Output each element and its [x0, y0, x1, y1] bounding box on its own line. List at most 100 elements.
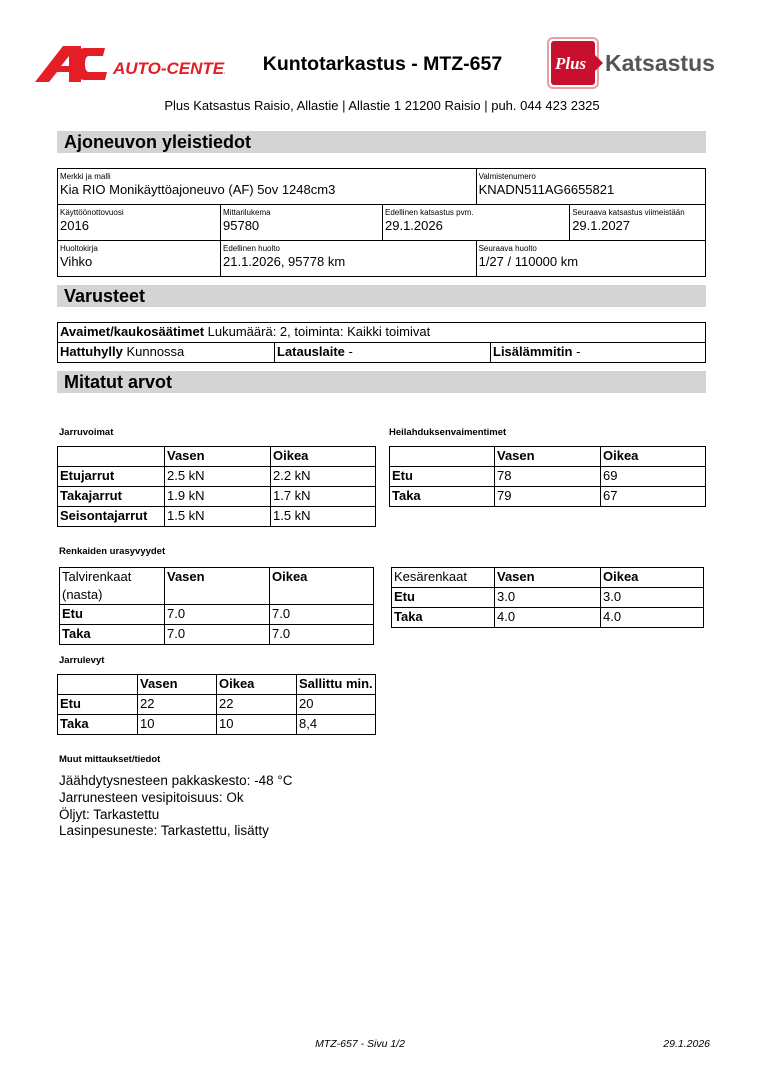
auto-center-logo: AUTO-CENTER [35, 44, 237, 84]
column-header: Vasen [494, 446, 601, 467]
table-row: Etu 7.0 7.0 [59, 604, 374, 625]
other-title: Muut mittaukset/tiedot [59, 754, 161, 765]
heater-label: Lisälämmitin [493, 344, 573, 359]
note-line: Jarrunesteen vesipitoisuus: Ok [59, 789, 244, 805]
cell-value: 1.7 kN [270, 486, 376, 507]
cell-value: 4.0 [600, 607, 704, 628]
row-label: Etu [389, 466, 495, 487]
row-label: Etu [59, 604, 165, 625]
next-inspection-value: 29.1.2027 [572, 218, 631, 233]
row-label: Etu [391, 587, 495, 608]
general-info-table: Merkki ja malli Kia RIO Monikäyttöajoneuv… [57, 168, 707, 277]
cell-value: 2.2 kN [270, 466, 376, 487]
plus-katsastus-logo: Plus Katsastus [547, 37, 729, 89]
table-row: Takajarrut 1.9 kN 1.7 kN [57, 486, 376, 507]
column-header: Sallittu min. [296, 674, 376, 695]
cell-value: 7.0 [164, 624, 270, 645]
shelf-value: Kunnossa [126, 344, 185, 359]
summer-tires-table: Kesärenkaat Vasen Oikea Etu 3.0 3.0 Taka 4.0 4.0 [391, 567, 704, 628]
page-number: MTZ-657 - Sivu 1/2 [315, 1038, 405, 1050]
table-row: Taka 79 67 [389, 486, 706, 507]
next-inspection-label: Seuraava katsastus viimeistään [572, 208, 685, 217]
svg-text:AUTO-CENTER: AUTO-CENTER [112, 59, 225, 78]
column-header: Oikea [600, 446, 706, 467]
cell-value: 7.0 [164, 604, 270, 625]
note-line: Lasinpesuneste: Tarkastettu, lisätty [59, 823, 269, 839]
column-header: Vasen [164, 446, 271, 467]
table-header-row: Vasen Oikea [57, 446, 376, 467]
column-header: Vasen [494, 567, 601, 588]
cell-value: 8,4 [296, 714, 376, 735]
service-book-label: Huoltokirja [60, 244, 98, 253]
cell-value: 69 [600, 466, 706, 487]
column-header: Talvirenkaat (nasta) [59, 567, 165, 605]
column-header: Kesärenkaat [391, 567, 495, 588]
shocks-table: Vasen Oikea Etu 78 69 Taka 79 67 [389, 446, 706, 507]
brake-discs-table: Vasen Oikea Sallittu min. Etu 22 22 20 Taka 10 10… [57, 674, 376, 735]
service-book-value: Vihko [60, 254, 93, 269]
year-label: Käyttöönottovuosi [60, 208, 124, 217]
table-header-row: Vasen Oikea [389, 446, 706, 467]
cell-value: 20 [296, 694, 376, 715]
brakes-title: Jarruvoimat [59, 427, 114, 438]
cell-value: 79 [494, 486, 601, 507]
charger-value: - [348, 344, 353, 359]
svg-text:Katsastus: Katsastus [605, 50, 715, 76]
table-row: Etu 3.0 3.0 [391, 587, 704, 608]
cell-value: 2.5 kN [164, 466, 271, 487]
column-header: Vasen [164, 567, 270, 605]
table-row: Taka 10 10 8,4 [57, 714, 376, 735]
row-label: Taka [59, 624, 165, 645]
row-label: Taka [389, 486, 495, 507]
table-header-row: Talvirenkaat (nasta) Vasen Oikea [59, 567, 374, 605]
address: Plus Katsastus Raisio, Allastie | Allast… [164, 98, 600, 113]
note-line: Öljyt: Tarkastettu [59, 806, 160, 822]
section-general: Ajoneuvon yleistiedot [57, 131, 706, 153]
cell-value: 7.0 [269, 604, 374, 625]
section-equipment: Varusteet [57, 285, 706, 307]
odometer-value: 95780 [223, 218, 260, 233]
year-value: 2016 [60, 218, 89, 233]
vin-value: KNADN511AG6655821 [478, 182, 615, 197]
table-header-row: Kesärenkaat Vasen Oikea [391, 567, 704, 588]
column-header: Vasen [137, 674, 217, 695]
next-service-label: Seuraava huolto [478, 244, 537, 253]
column-header: Oikea [270, 446, 376, 467]
cell-value: 1.9 kN [164, 486, 271, 507]
cell-value: 7.0 [269, 624, 374, 645]
row-label: Etu [57, 694, 138, 715]
row-label: Seisontajarrut [57, 506, 165, 527]
column-header [57, 446, 165, 467]
cell-value: 10 [216, 714, 297, 735]
column-header: Oikea [269, 567, 374, 605]
section-measured: Mitatut arvot [57, 371, 706, 393]
row-label: Etujarrut [57, 466, 165, 487]
svg-text:Plus: Plus [554, 54, 587, 73]
table-row: Etujarrut 2.5 kN 2.2 kN [57, 466, 376, 487]
table-header-row: Vasen Oikea Sallittu min. [57, 674, 376, 695]
column-header: Oikea [600, 567, 704, 588]
winter-tires-table: Talvirenkaat (nasta) Vasen Oikea Etu 7.0 7.0 T… [59, 567, 374, 645]
brakes-table: Vasen Oikea Etujarrut 2.5 kN 2.2 kN Takajarru… [57, 446, 376, 527]
table-row: Etu 78 69 [389, 466, 706, 487]
table-row: Taka 7.0 7.0 [59, 624, 374, 645]
prev-service-label: Edellinen huolto [223, 244, 280, 253]
make-label: Merkki ja malli [60, 172, 111, 181]
cell-value: 1.5 kN [164, 506, 271, 527]
cell-value: 22 [137, 694, 217, 715]
column-header: Oikea [216, 674, 297, 695]
table-row: Seisontajarrut 1.5 kN 1.5 kN [57, 506, 376, 527]
make-value: Kia RIO Monikäyttöajoneuvo (AF) 5ov 1248… [60, 182, 336, 197]
prev-inspection-value: 29.1.2026 [385, 218, 443, 233]
discs-title: Jarrulevyt [59, 655, 105, 666]
keys-value: Lukumäärä: 2, toiminta: Kaikki toimivat [207, 324, 431, 339]
cell-value: 22 [216, 694, 297, 715]
note-line: Jäähdytysnesteen pakkaskesto: -48 °C [59, 773, 293, 788]
keys-label: Avaimet/kaukosäätimet [60, 324, 205, 339]
cell-value: 4.0 [494, 607, 601, 628]
other-notes: Jäähdytysnesteen pakkaskesto: -48 °C Jar… [59, 773, 293, 840]
vin-label: Valmistenumero [478, 172, 536, 181]
shelf-label: Hattuhylly [60, 344, 123, 359]
cell-value: 78 [494, 466, 601, 487]
footer-date: 29.1.2026 [663, 1038, 710, 1050]
